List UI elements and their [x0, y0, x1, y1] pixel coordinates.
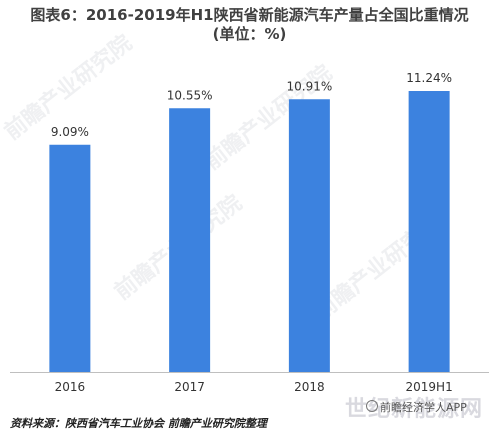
x-tick-label-2017: 2017 [174, 380, 205, 394]
data-label-2016: 9.09% [51, 125, 89, 139]
x-tick-label-2019H1: 2019H1 [406, 380, 453, 394]
credit-text: 前瞻经济学人APP [380, 401, 467, 414]
credit-label: 前瞻经济学人APP [366, 399, 467, 415]
bar-2018 [288, 99, 330, 372]
chart-title: 图表6：2016-2019年H1陕西省新能源汽车产量占全国比重情况 (单位：%) [0, 6, 499, 44]
bar-2017 [169, 108, 211, 372]
x-tick-label-2018: 2018 [294, 380, 325, 394]
bar-2016 [49, 144, 91, 372]
chart-title-line2: (单位：%) [212, 25, 287, 43]
data-label-2018: 10.91% [286, 79, 332, 93]
x-tick-label-2016: 2016 [55, 380, 86, 394]
data-label-2017: 10.55% [167, 88, 213, 102]
data-label-2019H1: 11.24% [406, 71, 452, 85]
brand-logo-icon [366, 400, 378, 412]
chart-title-line1: 图表6：2016-2019年H1陕西省新能源汽车产量占全国比重情况 [30, 6, 469, 24]
source-note: 资料来源：陕西省汽车工业协会 前瞻产业研究院整理 [10, 417, 267, 430]
bar-2019H1 [408, 91, 450, 372]
